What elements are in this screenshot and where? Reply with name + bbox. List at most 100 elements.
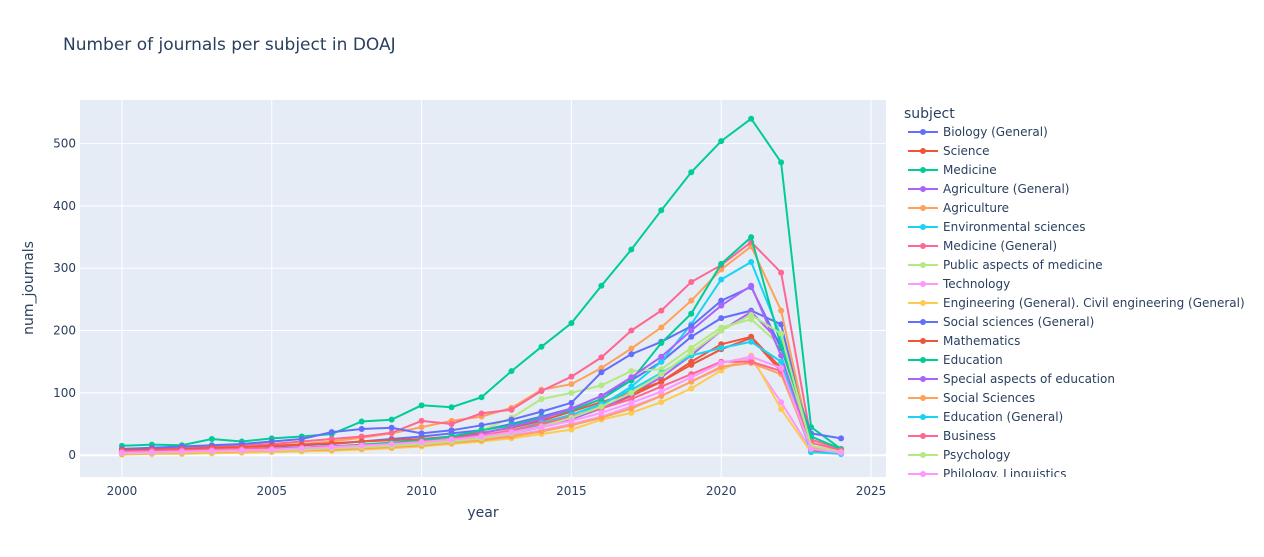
data-point[interactable] — [598, 392, 605, 399]
data-point[interactable] — [778, 307, 785, 314]
legend-item[interactable]: Agriculture (General) — [908, 182, 1069, 196]
legend-item[interactable]: Philology. Linguistics — [908, 467, 1067, 481]
data-point[interactable] — [778, 330, 785, 337]
data-point[interactable] — [508, 429, 515, 436]
data-point[interactable] — [628, 345, 635, 352]
data-point[interactable] — [658, 307, 665, 314]
data-point[interactable] — [658, 399, 665, 406]
data-point[interactable] — [718, 359, 725, 366]
data-point[interactable] — [238, 447, 245, 454]
data-point[interactable] — [658, 371, 665, 378]
legend-item[interactable]: Business — [908, 429, 996, 443]
data-point[interactable] — [628, 389, 635, 396]
data-point[interactable] — [658, 353, 665, 360]
data-point[interactable] — [658, 340, 665, 347]
data-point[interactable] — [568, 405, 575, 412]
data-point[interactable] — [598, 382, 605, 389]
data-point[interactable] — [838, 435, 845, 442]
data-point[interactable] — [328, 444, 335, 451]
data-point[interactable] — [838, 449, 845, 456]
data-point[interactable] — [448, 404, 455, 411]
data-point[interactable] — [358, 433, 365, 440]
legend-item[interactable]: Environmental sciences — [908, 220, 1086, 234]
legend-item[interactable]: Biology (General) — [908, 125, 1048, 139]
data-point[interactable] — [508, 406, 515, 413]
data-point[interactable] — [598, 364, 605, 371]
data-point[interactable] — [688, 374, 695, 381]
legend-item[interactable]: Education — [908, 353, 1003, 367]
data-point[interactable] — [388, 429, 395, 436]
data-point[interactable] — [628, 368, 635, 375]
data-point[interactable] — [688, 349, 695, 356]
series[interactable] — [118, 353, 845, 456]
data-point[interactable] — [688, 345, 695, 352]
data-point[interactable] — [658, 383, 665, 390]
data-point[interactable] — [478, 422, 485, 429]
data-point[interactable] — [508, 416, 515, 423]
data-point[interactable] — [598, 354, 605, 361]
data-point[interactable] — [658, 388, 665, 395]
data-point[interactable] — [658, 358, 665, 365]
data-point[interactable] — [748, 282, 755, 289]
data-point[interactable] — [568, 381, 575, 388]
legend-item[interactable]: Technology — [908, 277, 1010, 291]
data-point[interactable] — [208, 435, 215, 442]
data-point[interactable] — [628, 351, 635, 358]
data-point[interactable] — [718, 276, 725, 283]
data-point[interactable] — [688, 385, 695, 392]
data-point[interactable] — [748, 358, 755, 365]
data-point[interactable] — [358, 418, 365, 425]
legend-item[interactable]: Science — [908, 144, 990, 158]
legend-item[interactable]: Medicine (General) — [908, 239, 1057, 253]
data-point[interactable] — [148, 449, 155, 456]
data-point[interactable] — [658, 324, 665, 331]
data-point[interactable] — [538, 343, 545, 350]
data-point[interactable] — [598, 414, 605, 421]
data-point[interactable] — [778, 159, 785, 166]
data-point[interactable] — [658, 207, 665, 214]
data-point[interactable] — [748, 259, 755, 266]
legend-item[interactable]: Social sciences (General) — [908, 315, 1094, 329]
data-point[interactable] — [778, 269, 785, 276]
data-point[interactable] — [538, 408, 545, 415]
data-point[interactable] — [748, 311, 755, 318]
legend-item[interactable]: Mathematics — [908, 334, 1020, 348]
data-point[interactable] — [658, 378, 665, 385]
data-point[interactable] — [118, 449, 125, 456]
data-point[interactable] — [538, 428, 545, 435]
legend-item[interactable]: Psychology — [908, 448, 1010, 462]
data-point[interactable] — [478, 410, 485, 417]
data-point[interactable] — [538, 388, 545, 395]
data-point[interactable] — [598, 409, 605, 416]
data-point[interactable] — [778, 343, 785, 350]
data-point[interactable] — [688, 361, 695, 368]
data-point[interactable] — [628, 374, 635, 381]
data-point[interactable] — [358, 442, 365, 449]
data-point[interactable] — [448, 427, 455, 434]
legend[interactable]: Biology (General) Science Medicine Agricult… — [908, 125, 1245, 481]
data-point[interactable] — [478, 394, 485, 401]
data-point[interactable] — [598, 403, 605, 410]
legend-item[interactable]: Social Sciences — [908, 391, 1035, 405]
data-point[interactable] — [628, 409, 635, 416]
data-point[interactable] — [628, 399, 635, 406]
data-point[interactable] — [778, 352, 785, 359]
data-point[interactable] — [598, 282, 605, 289]
data-point[interactable] — [718, 302, 725, 309]
data-point[interactable] — [418, 424, 425, 431]
data-point[interactable] — [688, 323, 695, 330]
data-point[interactable] — [778, 399, 785, 406]
data-point[interactable] — [778, 364, 785, 371]
data-point[interactable] — [688, 327, 695, 334]
data-point[interactable] — [418, 439, 425, 446]
data-point[interactable] — [658, 392, 665, 399]
legend-item[interactable]: Agriculture — [908, 201, 1009, 215]
data-point[interactable] — [568, 373, 575, 380]
data-point[interactable] — [628, 405, 635, 412]
data-point[interactable] — [448, 436, 455, 443]
data-point[interactable] — [808, 445, 815, 452]
data-point[interactable] — [418, 402, 425, 409]
data-point[interactable] — [748, 115, 755, 122]
data-point[interactable] — [688, 378, 695, 385]
data-point[interactable] — [268, 446, 275, 453]
